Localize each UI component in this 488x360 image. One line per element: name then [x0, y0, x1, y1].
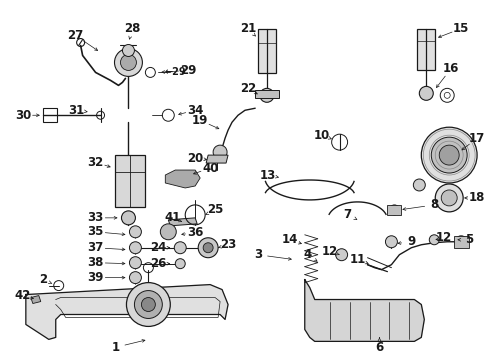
Circle shape	[335, 249, 347, 261]
Bar	[258, 28, 275, 73]
Circle shape	[129, 257, 141, 269]
Polygon shape	[26, 285, 227, 339]
Circle shape	[440, 190, 456, 206]
Text: 29: 29	[180, 64, 196, 77]
Text: 27: 27	[67, 29, 83, 42]
Circle shape	[434, 184, 462, 212]
Text: 18: 18	[468, 192, 484, 204]
Text: 8: 8	[429, 198, 438, 211]
Polygon shape	[453, 236, 468, 248]
Circle shape	[213, 145, 226, 159]
Circle shape	[174, 242, 186, 254]
Polygon shape	[304, 280, 424, 341]
Circle shape	[129, 242, 141, 254]
Text: 33: 33	[87, 211, 103, 224]
Text: 14: 14	[281, 233, 297, 246]
Circle shape	[428, 235, 438, 245]
Circle shape	[438, 145, 458, 165]
Text: 22: 22	[240, 82, 256, 95]
Polygon shape	[386, 205, 401, 215]
Circle shape	[198, 238, 218, 258]
Text: 42: 42	[15, 289, 31, 302]
Text: 11: 11	[349, 253, 365, 266]
Text: 10: 10	[313, 129, 329, 142]
Circle shape	[126, 283, 170, 327]
Text: 5: 5	[464, 233, 472, 246]
Text: 23: 23	[220, 238, 236, 251]
Text: 1: 1	[111, 341, 120, 354]
Circle shape	[129, 272, 141, 284]
Polygon shape	[165, 170, 200, 188]
Text: 36: 36	[186, 226, 203, 239]
Text: ←29: ←29	[164, 67, 186, 77]
Circle shape	[421, 127, 476, 183]
Bar	[42, 108, 57, 122]
Text: 24: 24	[150, 241, 166, 254]
Circle shape	[134, 291, 162, 319]
Text: 3: 3	[253, 248, 262, 261]
Text: 17: 17	[468, 132, 484, 145]
Text: 35: 35	[87, 225, 103, 238]
Text: 16: 16	[442, 62, 458, 75]
Bar	[115, 155, 145, 207]
Text: 40: 40	[202, 162, 218, 175]
Polygon shape	[206, 155, 227, 163]
Bar	[416, 28, 434, 71]
Polygon shape	[168, 218, 197, 226]
Text: 32: 32	[87, 156, 103, 168]
Circle shape	[203, 243, 213, 253]
Text: 19: 19	[192, 114, 208, 127]
Text: 13: 13	[259, 168, 275, 181]
Circle shape	[122, 45, 134, 57]
Circle shape	[129, 226, 141, 238]
Circle shape	[141, 298, 155, 311]
Text: 21: 21	[240, 22, 256, 35]
Polygon shape	[254, 90, 278, 98]
Circle shape	[260, 88, 273, 102]
Text: 12: 12	[435, 231, 451, 244]
Text: 31: 31	[68, 104, 84, 117]
Text: 34: 34	[186, 104, 203, 117]
Circle shape	[160, 224, 176, 240]
Circle shape	[175, 259, 185, 269]
Text: 4: 4	[303, 248, 311, 261]
Text: 15: 15	[452, 22, 468, 35]
Text: 30: 30	[15, 109, 31, 122]
Text: 7: 7	[343, 208, 351, 221]
Circle shape	[114, 49, 142, 76]
Text: 26: 26	[150, 257, 166, 270]
Text: 9: 9	[407, 235, 415, 248]
Text: 6: 6	[375, 341, 383, 354]
Text: 25: 25	[206, 203, 223, 216]
Text: 38: 38	[87, 256, 103, 269]
Circle shape	[419, 86, 432, 100]
Polygon shape	[31, 296, 41, 303]
Text: 28: 28	[124, 22, 141, 35]
Text: 37: 37	[87, 241, 103, 254]
Text: 20: 20	[187, 152, 203, 165]
Circle shape	[120, 54, 136, 71]
Text: 41: 41	[164, 211, 180, 224]
Circle shape	[121, 211, 135, 225]
Circle shape	[430, 137, 466, 173]
Text: 2: 2	[39, 273, 47, 286]
Text: 12: 12	[321, 245, 337, 258]
Circle shape	[412, 179, 425, 191]
Text: 39: 39	[87, 271, 103, 284]
Circle shape	[385, 236, 397, 248]
